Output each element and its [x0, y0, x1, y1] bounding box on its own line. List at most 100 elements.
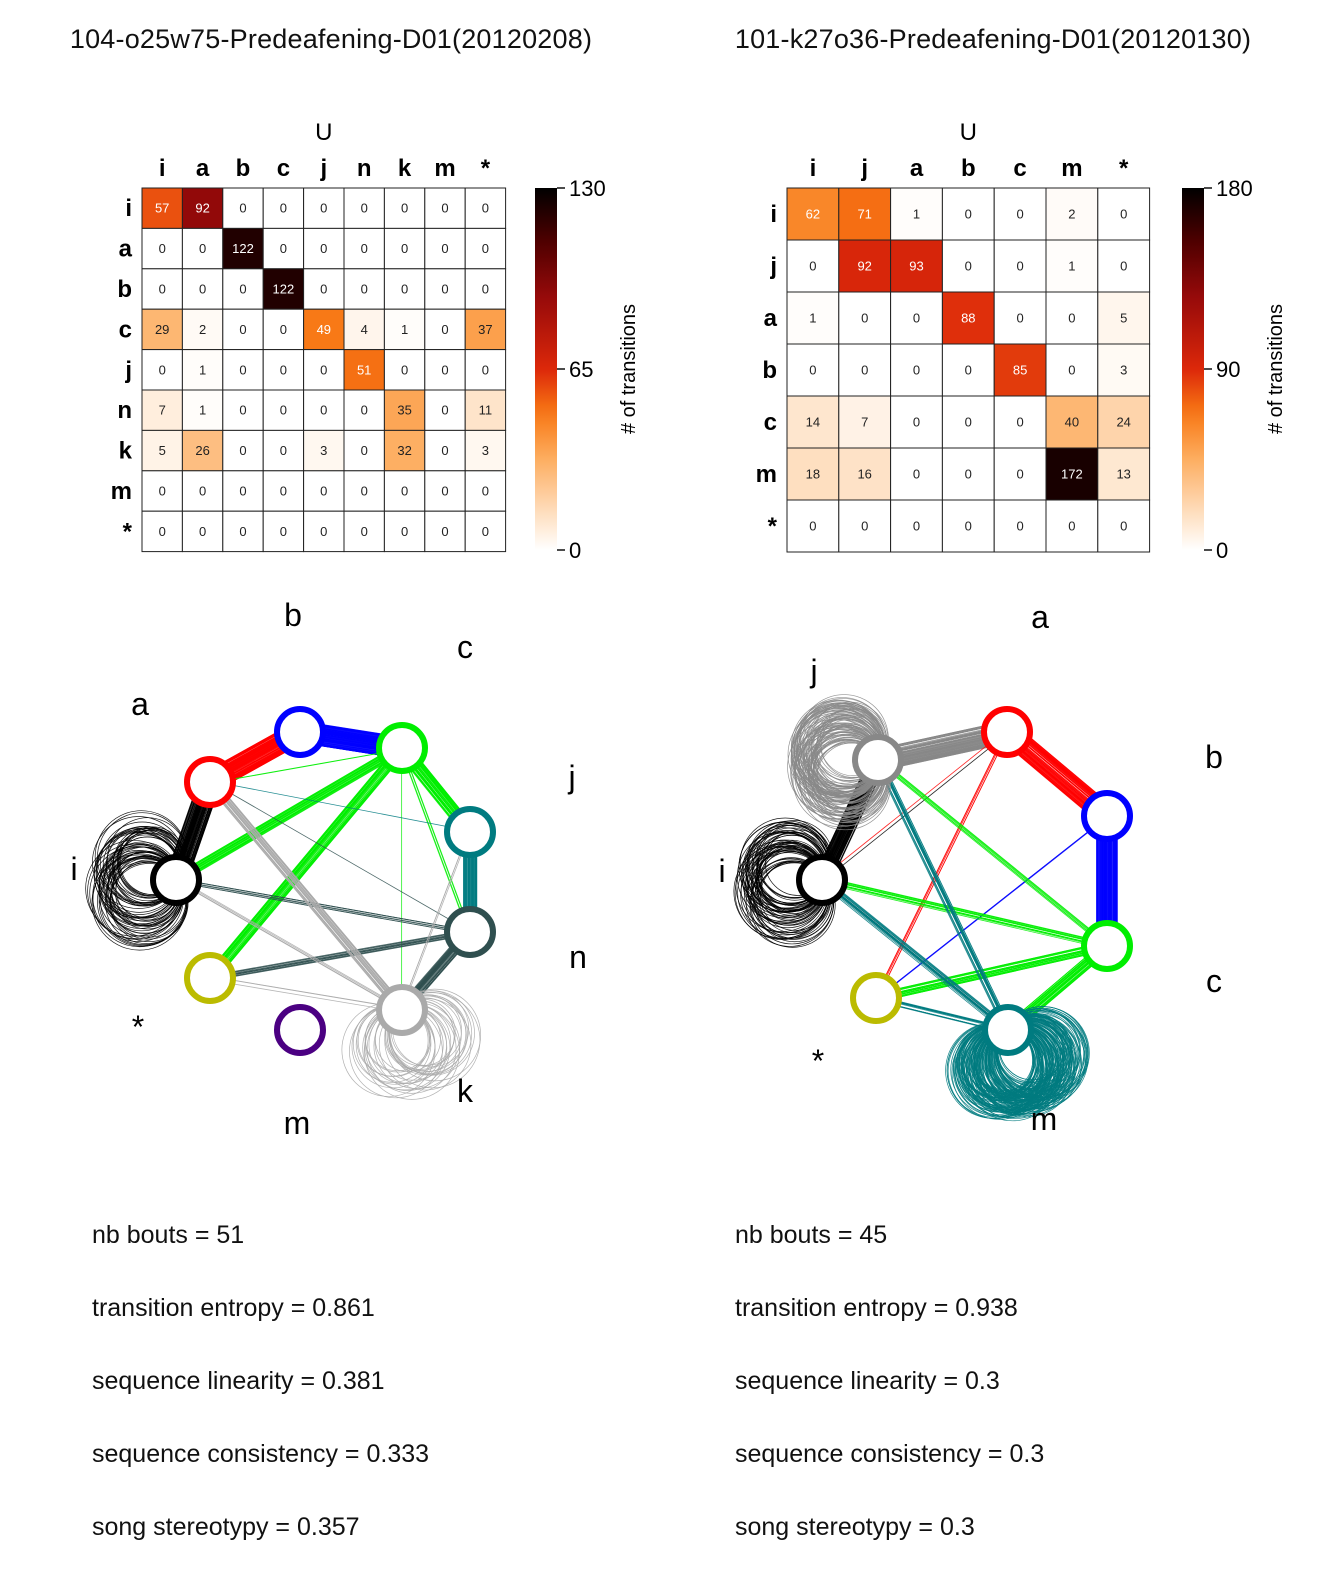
- cell-value-label: 0: [965, 207, 972, 222]
- transition-edge: [822, 878, 1108, 946]
- cell-value-label: 37: [478, 322, 492, 337]
- cell-value-label: 0: [482, 484, 489, 499]
- self-loop: [799, 738, 892, 831]
- row-label: m: [756, 461, 777, 488]
- syllable-node-label: b: [284, 597, 302, 633]
- transition-edge: [401, 831, 471, 1011]
- transition-edge: [209, 931, 470, 978]
- cell-value-label: 1: [1068, 259, 1075, 274]
- heatmap-cell: [993, 343, 1047, 397]
- syllable-node: [981, 706, 1033, 758]
- transition-edge: [402, 747, 472, 932]
- heatmap-cell: [222, 389, 264, 431]
- cell-value-label: 0: [1016, 519, 1023, 534]
- heatmap-cell: [464, 227, 507, 270]
- heatmap-cell: [303, 510, 345, 553]
- cell-value-label: 1: [199, 362, 206, 377]
- row-label: k: [119, 438, 133, 465]
- cell-value-label: 0: [280, 201, 287, 216]
- transition-edge: [209, 979, 402, 1013]
- heatmap-cell: [262, 308, 305, 351]
- cell-value-label: 24: [1116, 415, 1130, 430]
- column-label: i: [810, 155, 817, 182]
- syllable-node: [852, 734, 904, 786]
- colorbar-tick-label: 0: [569, 538, 581, 563]
- row-label: a: [119, 236, 133, 263]
- x-axis-title: U: [960, 119, 977, 146]
- heatmap-cell: [141, 429, 183, 472]
- transition-edge: [821, 879, 1009, 1031]
- cell-value-label: 5: [1120, 311, 1127, 326]
- transition-edge: [823, 877, 1010, 1029]
- transition-edge: [822, 876, 1108, 944]
- cell-value-label: 0: [239, 443, 246, 458]
- cell-value-label: 0: [913, 415, 920, 430]
- transition-edge: [400, 831, 470, 1010]
- cell-value-label: 0: [965, 519, 972, 534]
- cell-value-label: 0: [965, 363, 972, 378]
- heatmap-cell: [262, 349, 305, 391]
- heatmap-cell: [303, 470, 345, 512]
- cell-value-label: 0: [1068, 311, 1075, 326]
- transition-edge: [176, 877, 404, 1009]
- column-label: j: [860, 155, 868, 182]
- transition-edge: [399, 748, 469, 933]
- cell-value-label: 0: [159, 282, 166, 297]
- transition-edge: [207, 783, 401, 1013]
- heatmap-cell: [424, 389, 466, 431]
- transition-network-graph: i a b c j n k m *: [70, 597, 586, 1141]
- transition-edge: [876, 947, 1108, 1001]
- cell-value-label: 1: [199, 403, 206, 418]
- cell-value-label: 0: [913, 311, 920, 326]
- transition-edge: [878, 759, 1010, 1030]
- syllable-node: [376, 722, 428, 774]
- transition-edge: [822, 732, 1009, 882]
- heatmap-cell: [181, 187, 224, 229]
- cell-value-label: 0: [913, 467, 920, 482]
- stat-sequence-linearity: sequence linearity = 0.381: [92, 1367, 385, 1395]
- cell-value-label: 0: [401, 484, 408, 499]
- transition-edge: [210, 933, 471, 981]
- cell-value-label: 0: [280, 403, 287, 418]
- cell-value-label: 11: [479, 403, 493, 418]
- transition-edge: [875, 760, 1007, 1031]
- heatmap-cell: [141, 268, 183, 310]
- heatmap-cell: [786, 499, 840, 553]
- heatmap-cell: [464, 389, 507, 431]
- cell-value-label: 0: [441, 201, 448, 216]
- stat-transition-entropy: transition entropy = 0.861: [92, 1294, 375, 1322]
- transition-edge: [875, 945, 1108, 999]
- cell-value-label: 0: [1016, 207, 1023, 222]
- cell-value-label: 0: [482, 282, 489, 297]
- heatmap-cell: [890, 499, 943, 553]
- transition-edge: [875, 945, 1108, 999]
- heatmap-cell: [343, 510, 385, 553]
- cell-value-label: 0: [965, 467, 972, 482]
- heatmap-cell: [343, 349, 385, 391]
- cell-value-label: 0: [239, 403, 246, 418]
- transition-edge: [821, 880, 1107, 948]
- cell-value-label: 0: [239, 484, 246, 499]
- heatmap-cell: [993, 291, 1047, 345]
- cell-value-label: 13: [1116, 467, 1130, 482]
- transition-edge: [876, 816, 1108, 999]
- cell-value-label: 0: [482, 362, 489, 377]
- transition-edge: [176, 749, 404, 882]
- cell-value-label: 0: [401, 282, 408, 297]
- transition-edge: [177, 749, 404, 883]
- cell-value-label: 0: [361, 403, 368, 418]
- syllable-node: [796, 854, 848, 906]
- transition-edge: [210, 781, 403, 1010]
- transition-edge: [874, 761, 1006, 1032]
- cell-value-label: 0: [280, 443, 287, 458]
- heatmap-cell: [941, 343, 995, 397]
- heatmap-cell: [181, 268, 224, 310]
- transition-edge: [210, 748, 403, 784]
- column-label: n: [357, 155, 372, 182]
- cell-value-label: 35: [397, 403, 411, 418]
- heatmap-cell: [343, 470, 385, 512]
- stat-nb-bouts: nb bouts = 51: [92, 1221, 245, 1249]
- heatmap-cell: [464, 349, 507, 391]
- heatmap-cell: [343, 187, 385, 229]
- transition-edge: [878, 759, 1009, 1030]
